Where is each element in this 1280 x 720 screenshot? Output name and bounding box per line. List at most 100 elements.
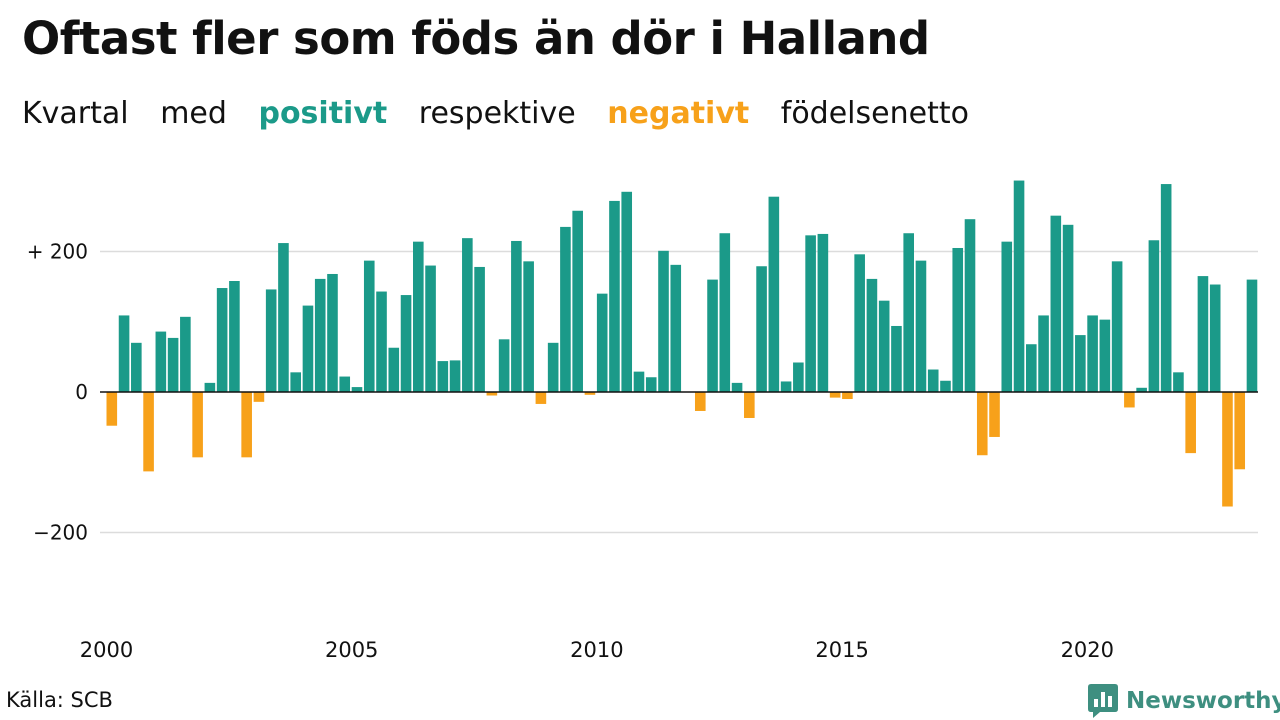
bar-positive	[1111, 261, 1123, 392]
bar-positive	[1013, 180, 1025, 392]
bar-positive	[376, 291, 387, 392]
bar-positive	[437, 361, 449, 392]
bar-positive	[290, 372, 301, 392]
bar-negative	[1222, 392, 1233, 507]
bar-positive	[265, 289, 277, 392]
bar-positive	[609, 200, 620, 392]
newsworthy-logo: Newsworthy	[1088, 684, 1280, 718]
bars	[106, 180, 1258, 507]
bar-positive	[351, 387, 363, 392]
x-tick-label: 2000	[80, 638, 133, 662]
bar-positive	[560, 226, 571, 392]
bar-positive	[1209, 284, 1221, 392]
bar-positive	[719, 233, 731, 392]
bar-positive	[731, 382, 743, 392]
bar-positive	[180, 316, 191, 392]
bar-positive	[302, 305, 314, 392]
bar-positive	[596, 293, 608, 392]
newsworthy-logo-icon	[1088, 684, 1118, 718]
bar-negative	[192, 392, 203, 458]
bar-positive	[1148, 240, 1160, 392]
bar-positive	[952, 247, 964, 392]
bar-negative	[1124, 392, 1135, 408]
bar-positive	[780, 381, 792, 392]
bar-positive	[903, 233, 914, 392]
x-tick-label: 2020	[1061, 638, 1114, 662]
bar-positive	[204, 382, 216, 392]
bar-positive	[866, 278, 878, 392]
bar-positive	[511, 240, 522, 392]
bar-negative	[241, 392, 252, 458]
bar-positive	[462, 238, 473, 392]
bar-positive	[756, 266, 767, 392]
chart-subtitle: Kvartal med positivt respektive negativt…	[22, 96, 991, 131]
bar-positive	[1075, 335, 1086, 392]
bar-positive	[498, 339, 510, 392]
x-tick-label: 2010	[570, 638, 623, 662]
subtitle-word: Kvartal	[22, 96, 129, 131]
bar-positive	[1246, 279, 1258, 392]
bar-positive	[523, 261, 534, 392]
bar-positive	[927, 369, 939, 392]
bar-negative	[829, 392, 841, 398]
bar-positive	[314, 278, 326, 392]
bar-positive	[633, 371, 645, 392]
bar-positive	[940, 380, 951, 392]
bar-positive	[915, 260, 927, 392]
bar-positive	[167, 337, 179, 392]
bar-positive	[400, 295, 412, 393]
bar-negative	[106, 392, 118, 426]
bar-negative	[1185, 392, 1196, 454]
bar-positive	[878, 300, 890, 393]
x-tick-label: 2015	[815, 638, 868, 662]
bar-negative	[486, 392, 498, 396]
bar-positive	[1062, 224, 1074, 392]
bar-positive	[327, 273, 338, 392]
subtitle-word: födelsenetto	[780, 96, 969, 131]
bar-negative	[253, 392, 265, 402]
bar-negative	[976, 392, 988, 456]
bar-positive	[155, 331, 167, 392]
bar-negative	[744, 392, 755, 418]
source-note: Källa: SCB	[6, 688, 113, 712]
bar-negative	[584, 392, 596, 395]
bar-positive	[658, 250, 669, 392]
bar-positive	[1001, 241, 1013, 392]
bar-negative	[989, 392, 1000, 437]
chart-title: Oftast fler som föds än dör i Halland	[22, 12, 930, 65]
bar-positive	[1099, 319, 1111, 392]
bar-positive	[413, 241, 424, 392]
bar-positive	[1038, 315, 1049, 392]
bar-positive	[1173, 372, 1184, 392]
bar-positive	[1160, 184, 1172, 392]
bar-positive	[768, 196, 780, 392]
bar-positive	[131, 342, 142, 392]
bar-positive	[474, 266, 485, 392]
bar-positive	[425, 265, 436, 392]
positive-legend-label: positivt	[258, 96, 388, 131]
bar-positive	[388, 347, 400, 392]
bar-positive	[670, 264, 682, 392]
subtitle-word: respektive	[418, 96, 576, 131]
bar-positive	[793, 362, 804, 392]
bar-positive	[1136, 387, 1147, 392]
x-tick-label: 2005	[325, 638, 378, 662]
bar-positive	[854, 254, 865, 392]
bar-positive	[118, 315, 130, 392]
bar-negative	[535, 392, 547, 404]
bar-positive	[572, 210, 583, 392]
y-tick-label: 0	[75, 380, 88, 404]
brand-name: Newsworthy	[1126, 688, 1280, 714]
bar-positive	[817, 233, 829, 392]
bar-positive	[547, 342, 559, 392]
bar-positive	[1050, 215, 1062, 392]
bar-positive	[229, 281, 240, 392]
bar-positive	[707, 279, 718, 392]
y-tick-label: −200	[33, 521, 88, 545]
axis-labels: + 200 0 −200 2000 2005 2010 2015 2020	[27, 240, 1258, 662]
bar-positive	[1026, 344, 1037, 392]
bar-positive	[339, 376, 351, 393]
bar-positive	[278, 243, 289, 392]
bar-positive	[1087, 315, 1098, 392]
